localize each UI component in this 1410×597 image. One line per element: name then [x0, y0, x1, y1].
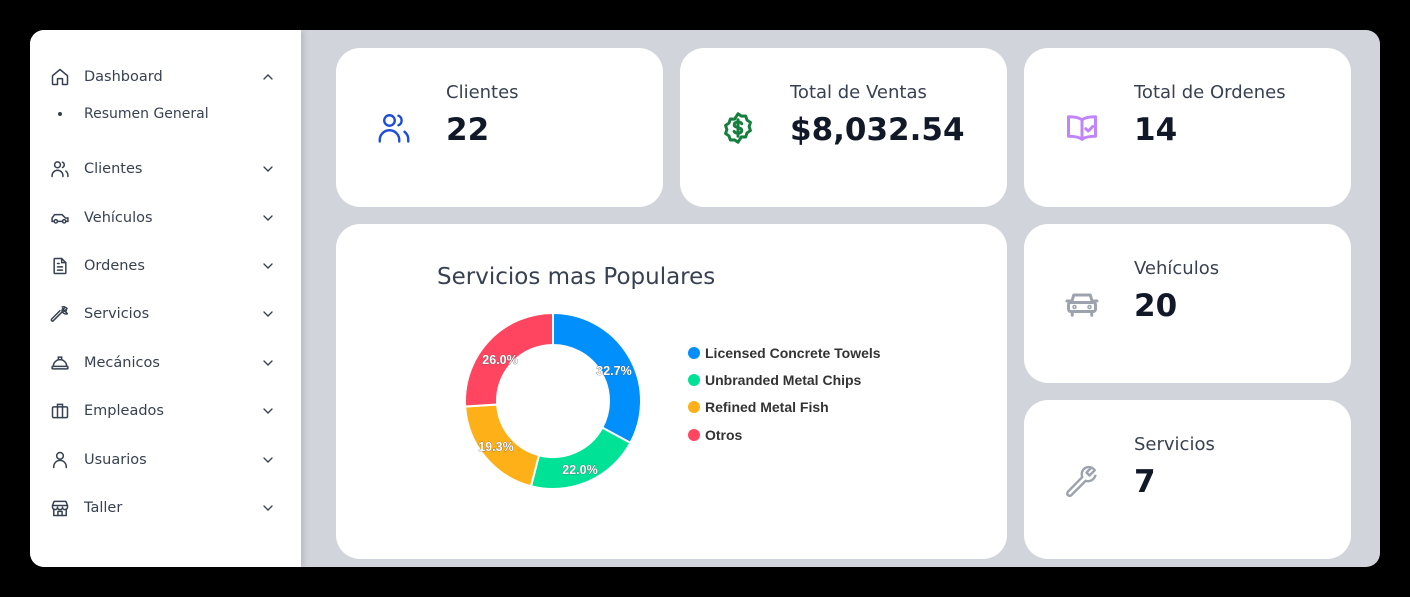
chevron-down-icon[interactable]: [260, 161, 276, 177]
legend-label: Refined Metal Fish: [705, 399, 829, 416]
chevron-down-icon[interactable]: [260, 500, 276, 516]
legend-swatch-icon: [688, 373, 700, 386]
stat-value: 7: [1134, 464, 1156, 500]
sidebar-item-label: Mecánicos: [84, 355, 160, 371]
sidebar-item-label: Usuarios: [84, 452, 147, 468]
document-icon: [50, 256, 70, 276]
legend-item[interactable]: Otros: [688, 421, 881, 448]
sidebar-item-empleados[interactable]: Empleados: [50, 397, 276, 425]
slice-licensed-concrete-towels[interactable]: [552, 312, 642, 445]
stat-card-servicios: Servicios 7: [1024, 400, 1351, 559]
sidebar-item-taller[interactable]: Taller: [50, 494, 276, 522]
legend-label: Otros: [705, 426, 743, 443]
user-icon: [50, 450, 70, 470]
sidebar-item-label: Dashboard: [84, 69, 163, 85]
legend-label: Unbranded Metal Chips: [705, 371, 862, 388]
stat-value: 14: [1134, 112, 1178, 148]
sidebar: Dashboard Resumen General Clientes Vehíc…: [30, 30, 301, 567]
chart-card: Servicios mas Populares 32.7% 22.0% 19.3…: [336, 224, 1007, 559]
stat-value: 20: [1134, 288, 1178, 324]
stat-value: $8,032.54: [790, 112, 965, 148]
donut-chart[interactable]: 32.7% 22.0% 19.3% 26.0%: [464, 312, 642, 490]
store-icon: [50, 498, 70, 518]
stat-title: Total de Ventas: [790, 82, 927, 103]
stat-card-ventas: Total de Ventas $8,032.54: [680, 48, 1007, 207]
subitem-label: Resumen General: [84, 106, 209, 122]
book-check-icon: [1064, 110, 1100, 146]
sidebar-item-label: Empleados: [84, 403, 164, 419]
slice-label: 19.3%: [478, 440, 513, 454]
chevron-down-icon[interactable]: [260, 306, 276, 322]
users-icon: [376, 110, 412, 146]
chevron-up-icon[interactable]: [260, 69, 276, 85]
stat-title: Clientes: [446, 82, 519, 103]
chevron-down-icon[interactable]: [260, 355, 276, 371]
app-window: Dashboard Resumen General Clientes Vehíc…: [30, 30, 1380, 567]
sidebar-item-ordenes[interactable]: Ordenes: [50, 252, 276, 280]
chart-legend: Licensed Concrete Towels Unbranded Metal…: [688, 339, 881, 448]
hardhat-icon: [50, 353, 70, 373]
slice-label: 26.0%: [482, 353, 517, 367]
stat-title: Total de Ordenes: [1134, 82, 1286, 103]
legend-label: Licensed Concrete Towels: [705, 344, 881, 361]
stat-title: Vehículos: [1134, 258, 1220, 279]
wrench-icon: [1064, 462, 1100, 498]
home-icon: [50, 67, 70, 87]
chevron-down-icon[interactable]: [260, 403, 276, 419]
legend-item[interactable]: Refined Metal Fish: [688, 394, 881, 421]
users-icon: [50, 159, 70, 179]
sidebar-item-usuarios[interactable]: Usuarios: [50, 446, 276, 474]
car-icon: [50, 208, 70, 228]
sidebar-item-servicios[interactable]: Servicios: [50, 300, 276, 328]
legend-item[interactable]: Licensed Concrete Towels: [688, 339, 881, 366]
wrench-icon: [50, 304, 70, 324]
sidebar-item-label: Clientes: [84, 161, 143, 177]
slice-unbranded-metal-chips[interactable]: [529, 426, 632, 490]
stat-card-clientes: Clientes 22: [336, 48, 663, 207]
sidebar-subitem-resumen-general[interactable]: Resumen General: [58, 106, 209, 122]
sidebar-item-label: Vehículos: [84, 210, 153, 226]
sidebar-item-mecanicos[interactable]: Mecánicos: [50, 349, 276, 377]
legend-swatch-icon: [688, 401, 700, 414]
chevron-down-icon[interactable]: [260, 210, 276, 226]
dollar-badge-icon: [720, 110, 756, 146]
sidebar-item-dashboard[interactable]: Dashboard: [50, 63, 276, 91]
sidebar-item-label: Taller: [84, 500, 123, 516]
stat-card-ordenes: Total de Ordenes 14: [1024, 48, 1351, 207]
legend-swatch-icon: [688, 346, 700, 359]
slice-label: 22.0%: [562, 463, 597, 477]
bullet-icon: [58, 112, 62, 116]
sidebar-item-vehiculos[interactable]: Vehículos: [50, 204, 276, 232]
briefcase-icon: [50, 401, 70, 421]
sidebar-item-clientes[interactable]: Clientes: [50, 155, 276, 183]
chevron-down-icon[interactable]: [260, 452, 276, 468]
sidebar-item-label: Servicios: [84, 306, 150, 322]
stat-card-vehiculos: Vehículos 20: [1024, 224, 1351, 383]
legend-item[interactable]: Unbranded Metal Chips: [688, 366, 881, 393]
chart-title: Servicios mas Populares: [437, 264, 716, 290]
car-icon: [1064, 286, 1100, 322]
stat-value: 22: [446, 112, 490, 148]
slice-label: 32.7%: [596, 364, 631, 378]
slice-otros[interactable]: [464, 312, 554, 408]
sidebar-item-label: Ordenes: [84, 258, 145, 274]
stat-title: Servicios: [1134, 434, 1215, 455]
legend-swatch-icon: [688, 428, 700, 441]
chevron-down-icon[interactable]: [260, 258, 276, 274]
